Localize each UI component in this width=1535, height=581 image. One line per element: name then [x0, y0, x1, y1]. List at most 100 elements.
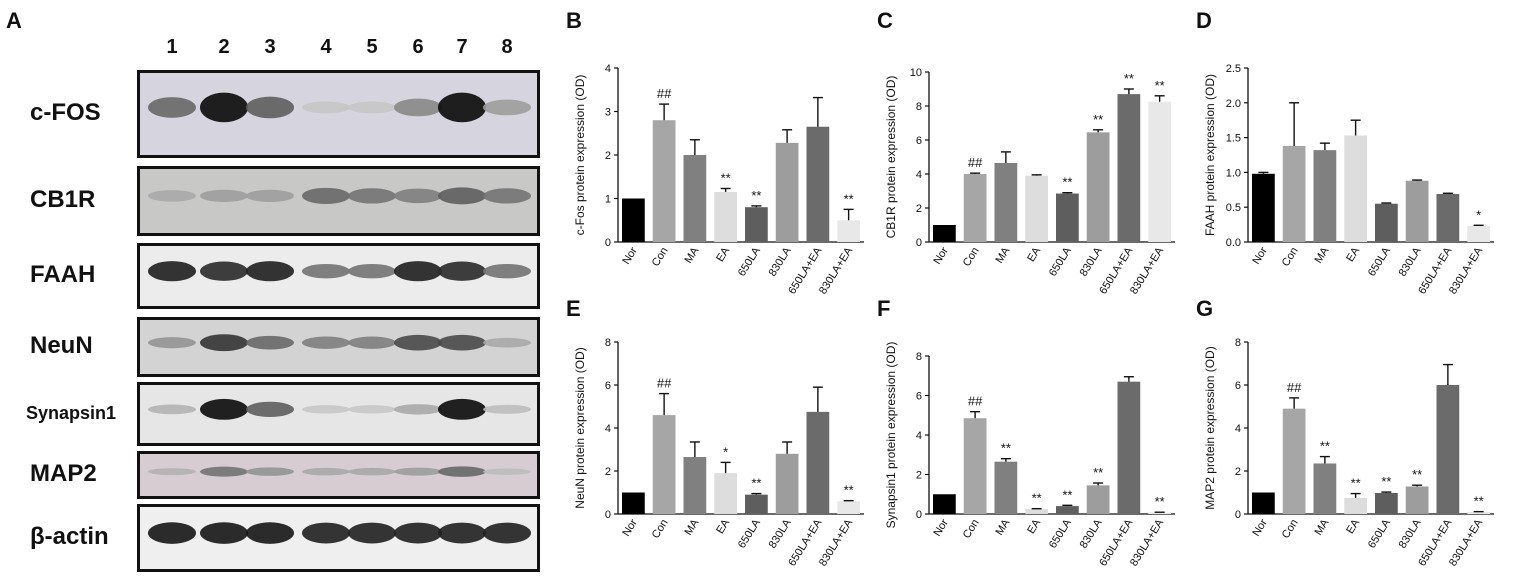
- bar-830la: [1086, 485, 1110, 514]
- significance-mark: **: [1093, 465, 1103, 480]
- x-tick-label: Nor: [931, 245, 951, 267]
- y-axis-label: CB1R protein expression (OD): [884, 76, 898, 239]
- y-tick-label: 2: [605, 150, 611, 162]
- blot-band: [246, 335, 294, 350]
- blot-label-6: β-actin: [30, 523, 109, 550]
- bar-con: [1282, 408, 1306, 514]
- bar-830la-plus-ea: [1148, 101, 1172, 242]
- chart-g: 0 2 4 6 8 MAP2 protein expression (OD) Nor ## Co…: [1196, 290, 1526, 580]
- x-tick-label: 830LA: [767, 245, 794, 279]
- bar-ma: [994, 162, 1018, 242]
- blot-band: [348, 467, 396, 476]
- x-tick-label: 650LA: [736, 245, 763, 279]
- y-axis-label: MAP2 protein expression (OD): [1203, 346, 1217, 509]
- panel-letter-c: C: [877, 8, 893, 33]
- bar-nor: [621, 492, 645, 514]
- x-tick-label: Con: [1280, 245, 1301, 268]
- bar-con: [652, 120, 676, 242]
- lane-number-8: 8: [501, 36, 513, 58]
- bar-con: [963, 174, 987, 242]
- blot-band: [394, 467, 442, 476]
- bar-650la-plus-ea: [806, 411, 830, 514]
- bar-650la: [1374, 492, 1398, 514]
- x-tick-label: 650LA: [1047, 245, 1074, 279]
- bar-ma: [1313, 463, 1337, 514]
- bar-ea: [1344, 135, 1368, 242]
- panel-letter-a: A: [6, 8, 22, 33]
- x-tick-label: MA: [993, 245, 1012, 266]
- chart-b: 0 1 2 3 4 c-Fos protein expression (OD) Nor ## C…: [566, 0, 896, 296]
- significance-mark: **: [721, 170, 731, 185]
- blot-band: [438, 261, 486, 281]
- x-tick-label: Nor: [931, 517, 951, 539]
- blot-band: [438, 334, 486, 351]
- bar-650la: [744, 207, 768, 242]
- x-tick-label: EA: [1025, 517, 1043, 536]
- blot-band: [394, 261, 442, 282]
- bar-830la-plus-ea: [837, 501, 861, 514]
- bar-ma: [1313, 150, 1337, 242]
- bar-nor: [1251, 173, 1275, 242]
- bar-650la-plus-ea: [1436, 385, 1460, 514]
- lane-number-1: 1: [166, 36, 178, 58]
- blot-band: [394, 98, 442, 117]
- y-tick-label: 6: [605, 380, 611, 392]
- significance-mark: **: [1093, 112, 1103, 127]
- blot-band: [302, 522, 350, 544]
- blot-band: [483, 264, 531, 279]
- panel-letter-g: G: [1196, 296, 1214, 321]
- bar-ma: [683, 155, 707, 242]
- y-tick-label: 0: [916, 509, 922, 521]
- blot-band: [394, 334, 442, 351]
- blot-band: [246, 522, 294, 544]
- bar-830la-plus-ea: [837, 220, 861, 242]
- chart-svg-d: 0.0 0.5 1.0 1.5 2.0 2.5 FAAH protein expressio…: [1203, 63, 1494, 296]
- significance-mark: **: [844, 483, 854, 498]
- bar-nor: [932, 494, 956, 514]
- chart-svg-c: 0 2 4 6 8 10 CB1R protein expression (OD) Nor ##…: [884, 67, 1175, 296]
- blot-band: [394, 522, 442, 544]
- x-tick-label: EA: [1025, 245, 1043, 264]
- y-tick-label: 2.5: [1226, 63, 1241, 75]
- blot-band: [483, 468, 531, 475]
- blot-band: [438, 92, 486, 123]
- significance-mark: **: [1474, 494, 1484, 509]
- y-tick-label: 1.5: [1226, 133, 1241, 145]
- blot-band: [348, 336, 396, 349]
- bar-830la-plus-ea: [1467, 511, 1491, 514]
- bar-con: [1282, 145, 1306, 242]
- lane-number-3: 3: [264, 36, 276, 58]
- blot-band: [348, 101, 396, 114]
- blot-band: [200, 189, 248, 203]
- blot-label-3: NeuN: [30, 332, 93, 359]
- chart-svg-e: 0 2 4 6 8 NeuN protein expression (OD) Nor ## Co…: [573, 337, 864, 568]
- blot-strip-6: [137, 504, 540, 572]
- blot-band: [200, 466, 248, 477]
- significance-mark: **: [844, 191, 854, 206]
- bar-830la-plus-ea: [1467, 225, 1491, 242]
- lane-number-7: 7: [456, 36, 468, 58]
- lane-number-4: 4: [320, 36, 332, 58]
- significance-mark: **: [1155, 494, 1165, 509]
- y-tick-label: 8: [605, 337, 611, 349]
- y-tick-label: 2: [1235, 466, 1241, 478]
- blot-band: [148, 190, 196, 202]
- y-tick-label: 4: [605, 423, 611, 435]
- x-tick-label: EA: [714, 245, 732, 264]
- blot-strip-3: [137, 317, 540, 377]
- blot-band: [483, 337, 531, 348]
- blot-band: [200, 398, 248, 420]
- y-tick-label: 3: [605, 107, 611, 119]
- blot-band: [200, 92, 248, 123]
- blot-strip-2: [137, 243, 540, 309]
- blot-band: [200, 334, 248, 352]
- blot-band: [348, 264, 396, 279]
- blot-band: [246, 96, 294, 119]
- blot-band: [302, 467, 350, 476]
- x-tick-label: MA: [1312, 245, 1331, 266]
- x-tick-label: EA: [1344, 245, 1362, 264]
- blot-band: [246, 189, 294, 203]
- bar-830la: [1405, 486, 1429, 514]
- bar-650la: [1055, 193, 1079, 242]
- y-tick-label: 2: [916, 203, 922, 215]
